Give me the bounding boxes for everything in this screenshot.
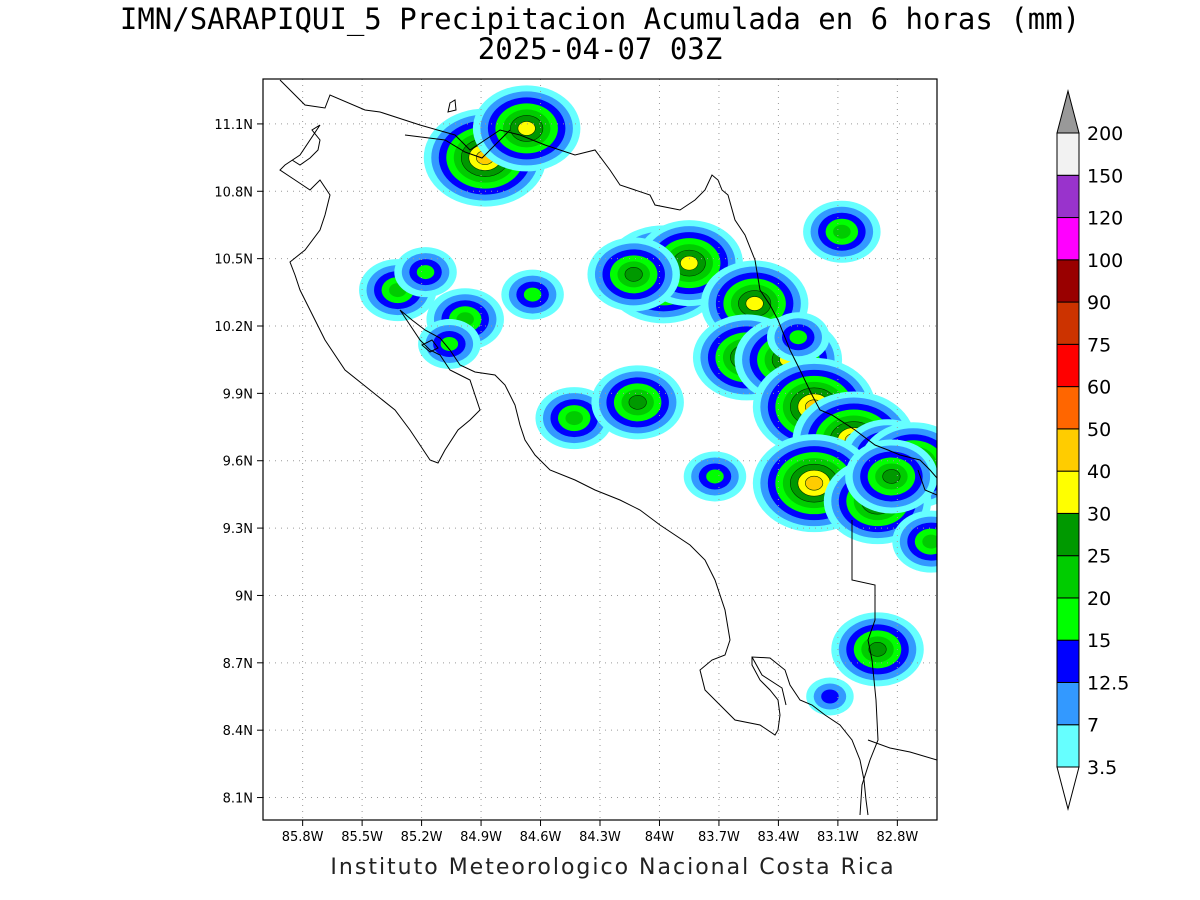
precip-cell: [472, 85, 581, 172]
colorbar-over-arrow: [1056, 89, 1080, 134]
gulf-island: [421, 339, 439, 353]
x-tick-label: 84.3W: [579, 830, 621, 845]
colorbar-label: 7: [1087, 715, 1099, 737]
coast-osa: [751, 656, 787, 706]
colorbar-label: 75: [1087, 334, 1111, 356]
y-tick-label: 9N: [235, 589, 253, 604]
colorbar-label: 30: [1087, 503, 1111, 525]
colorbar-swatch: [1056, 597, 1080, 641]
precip-cell: [394, 247, 457, 298]
x-tick-label: 82.8W: [876, 830, 918, 845]
coast-panama: [867, 739, 937, 761]
precip-cell: [426, 288, 504, 351]
y-tick-label: 9.9N: [223, 387, 253, 402]
y-tick-label: 10.8N: [214, 185, 253, 200]
y-tick-label: 9.6N: [223, 455, 253, 470]
colorbar-label: 150: [1087, 165, 1123, 187]
colorbar-label: 120: [1087, 208, 1123, 230]
precip-cell: [591, 365, 684, 440]
y-tick-label: 8.1N: [223, 792, 253, 807]
colorbar-swatch: [1056, 639, 1080, 683]
colorbar-swatch: [1056, 724, 1080, 768]
colorbar-label: 15: [1087, 630, 1111, 652]
colorbar: 3.5 7 12.5 15 20 25 30 40 50 60 75 90 100 120 150 200: [1056, 89, 1129, 811]
precip-cell: [892, 510, 937, 573]
y-tick-label: 10.5N: [214, 253, 253, 268]
colorbar-label: 20: [1087, 588, 1111, 610]
precip-cell: [501, 269, 564, 320]
y-tick-label: 8.7N: [223, 657, 253, 672]
y-tick-label: 9.3N: [223, 522, 253, 537]
colorbar-label: 50: [1087, 419, 1111, 441]
y-tick-label: 11.1N: [214, 118, 253, 133]
x-tick-label: 83.4W: [758, 830, 800, 845]
longitude-ticks: 85.8W 85.5W 85.2W 84.9W 84.6W 84.3W 84W 83.7W 83…: [282, 820, 918, 845]
x-tick-label: 83.1W: [817, 830, 859, 845]
precip-cell: [683, 451, 747, 502]
precip-cell: [752, 434, 876, 533]
colorbar-swatch: [1056, 301, 1080, 345]
footer-credit: Instituto Meteorologico Nacional Costa R…: [330, 855, 896, 880]
colorbar-swatch: [1056, 428, 1080, 472]
map-subtitle-date: 2025-04-07 03Z: [477, 32, 723, 66]
precip-cell: [587, 237, 680, 312]
nicoya-peninsula: [279, 124, 869, 816]
border-panama-south: [851, 520, 879, 816]
colorbar-swatch: [1056, 174, 1080, 219]
precip-cell: [766, 312, 830, 363]
colorbar-swatch: [1056, 343, 1080, 388]
colorbar-label: 25: [1087, 546, 1111, 568]
precip-cell: [831, 612, 924, 687]
x-tick-label: 85.2W: [401, 830, 443, 845]
colorbar-swatch: [1056, 681, 1080, 726]
y-tick-label: 10.2N: [214, 320, 253, 335]
map-grid: [263, 79, 937, 820]
precip-cell: [806, 677, 854, 716]
precip-cell: [845, 439, 937, 514]
lake-island: [447, 99, 457, 113]
colorbar-label: 60: [1087, 377, 1111, 399]
colorbar-label: 12.5: [1087, 672, 1129, 694]
border-nicaragua: [404, 129, 511, 159]
colorbar-swatch: [1056, 132, 1080, 176]
x-tick-label: 84W: [645, 830, 675, 845]
coastline: [279, 79, 937, 816]
colorbar-swatch: [1056, 470, 1080, 514]
x-tick-label: 84.9W: [460, 830, 502, 845]
precip-cell: [803, 200, 881, 263]
x-tick-label: 83.7W: [698, 830, 740, 845]
colorbar-swatch: [1056, 512, 1080, 557]
precip-cell: [418, 318, 481, 369]
colorbar-swatch: [1056, 555, 1080, 599]
colorbar-label: 3.5: [1087, 757, 1117, 779]
colorbar-label: 100: [1087, 250, 1123, 272]
colorbar-label: 40: [1087, 461, 1111, 483]
x-tick-label: 85.5W: [341, 830, 383, 845]
border-panama: [917, 469, 937, 496]
colorbar-swatch: [1056, 217, 1080, 261]
latitude-ticks: 11.1N 10.8N 10.5N 10.2N 9.9N 9.6N 9.3N 9N 8.7N 8.…: [214, 118, 263, 807]
x-tick-label: 84.6W: [520, 830, 562, 845]
colorbar-label: 200: [1087, 123, 1123, 145]
y-tick-label: 8.4N: [223, 724, 253, 739]
colorbar-label: 90: [1087, 292, 1111, 314]
precipitation-field: [359, 85, 937, 716]
x-tick-label: 85.8W: [282, 830, 324, 845]
map-title: IMN/SARAPIQUI_5 Precipitacion Acumulada …: [119, 2, 1081, 36]
coastline-north: [279, 79, 937, 479]
colorbar-swatch: [1056, 386, 1080, 430]
colorbar-swatch: [1056, 259, 1080, 303]
colorbar-under-arrow: [1056, 766, 1080, 811]
